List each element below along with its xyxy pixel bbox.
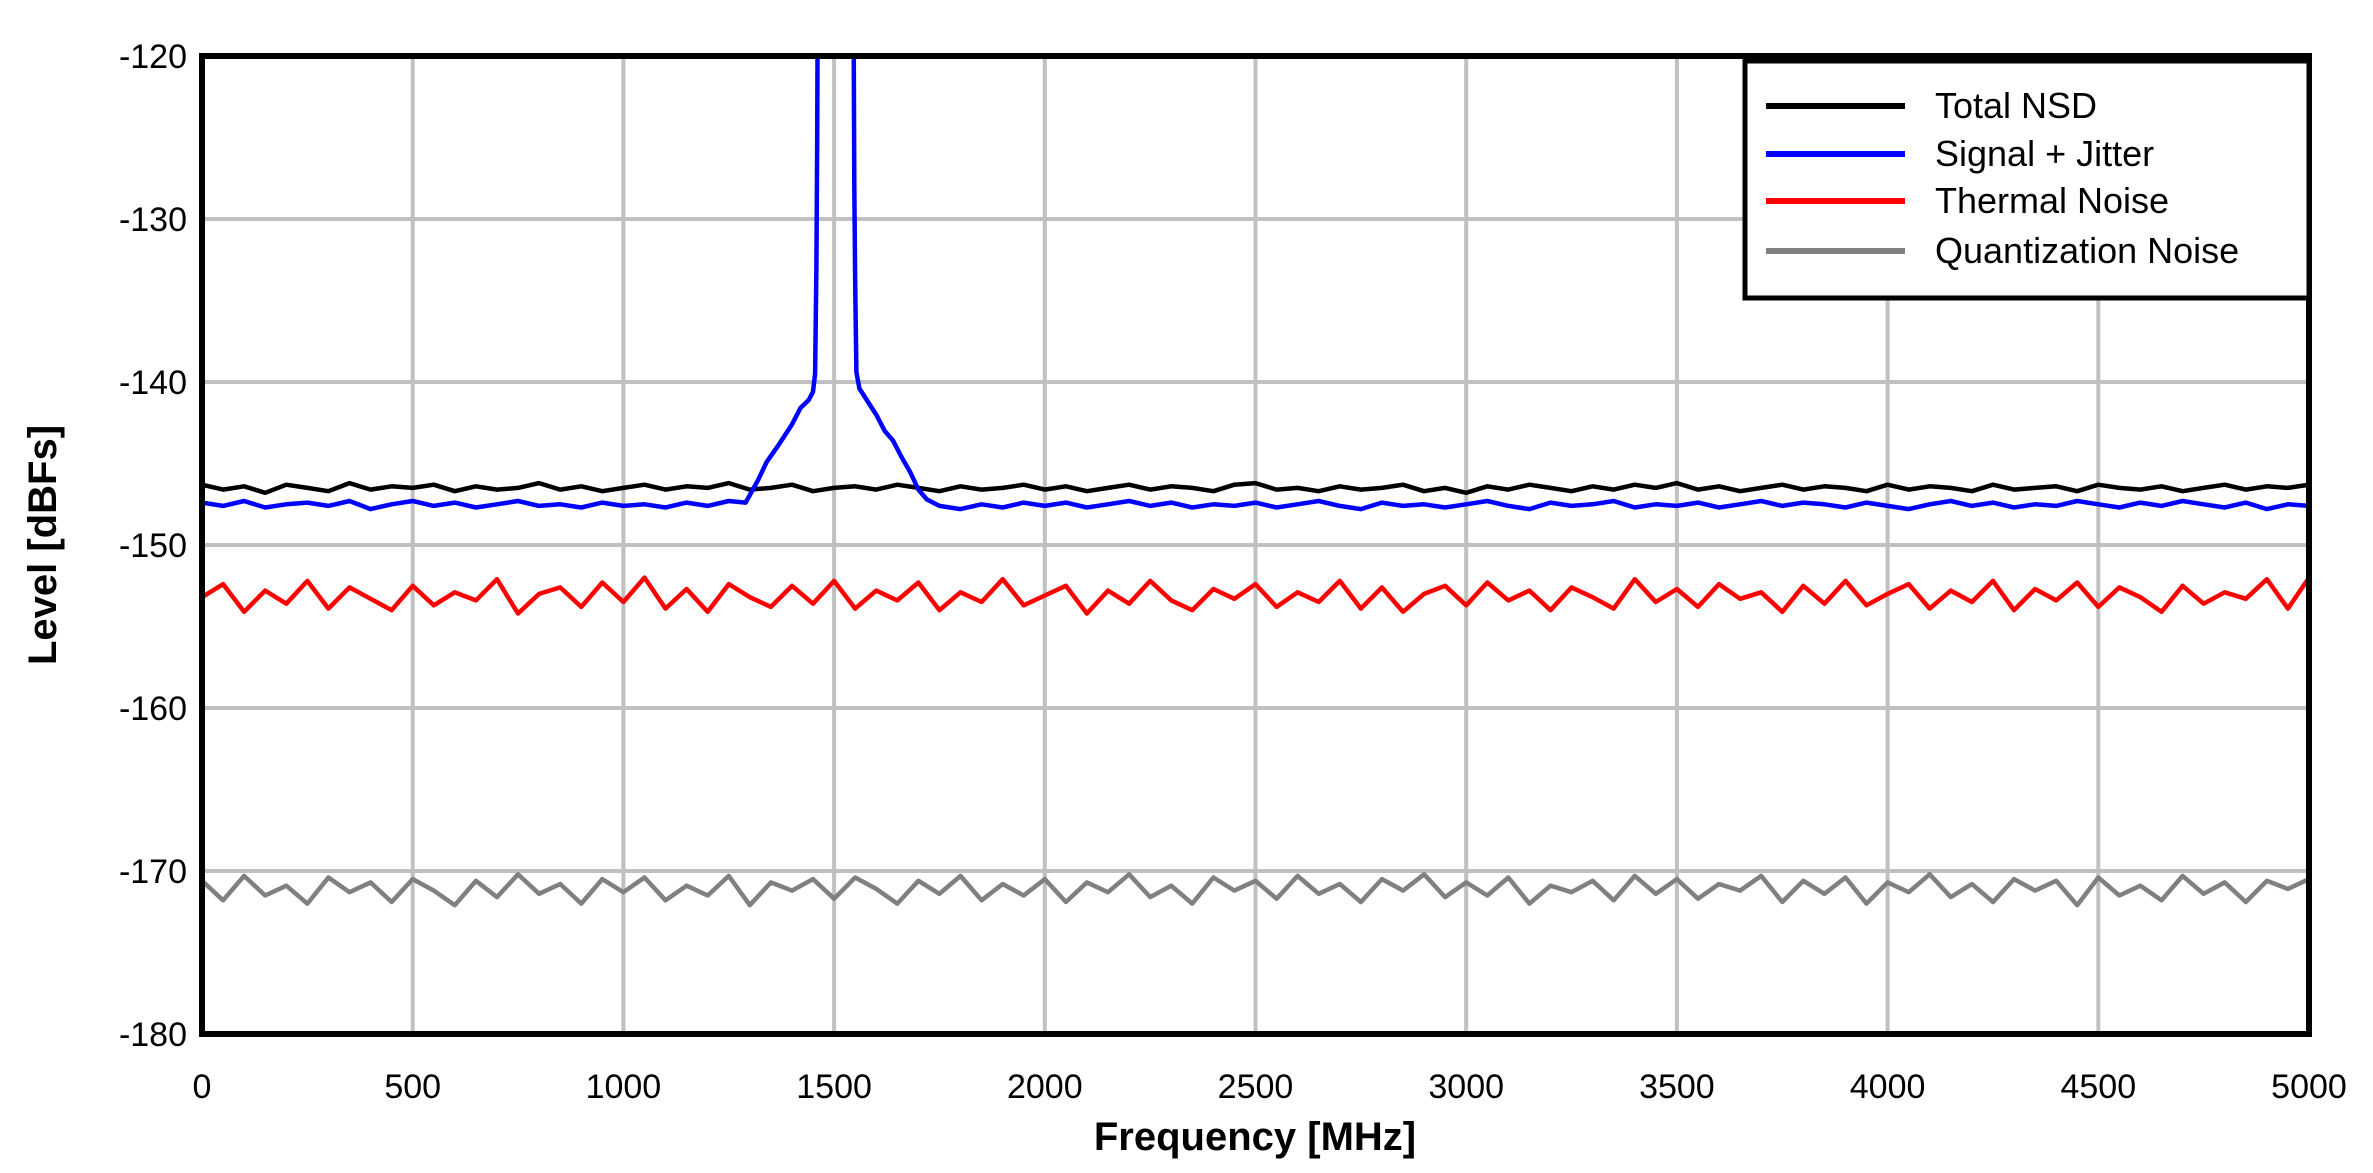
- x-tick-label: 3500: [1639, 1068, 1715, 1106]
- x-tick-label: 5000: [2271, 1068, 2347, 1106]
- x-tick-label: 2500: [1218, 1068, 1294, 1106]
- y-tick-label: -180: [119, 1016, 187, 1054]
- x-tick-labels: 0 500 1000 1500 2000 2500 3000 3500 4000 4500 5000: [193, 1068, 2347, 1106]
- series-line-total-nsd: [202, 480, 2309, 496]
- x-tick-label: 0: [193, 1068, 212, 1106]
- y-tick-labels: -120 -130 -140 -150 -160 -170 -180: [119, 38, 187, 1054]
- series-line-thermal-noise: [202, 575, 2309, 616]
- y-axis-label: Level [dBFs]: [21, 425, 65, 665]
- x-axis-label: Frequency [MHz]: [1094, 1115, 1416, 1159]
- y-tick-label: -120: [119, 38, 187, 76]
- y-tick-label: -170: [119, 853, 187, 891]
- legend-label-total-nsd: Total NSD: [1935, 85, 2097, 126]
- y-tick-label: -150: [119, 527, 187, 565]
- x-tick-label: 1000: [586, 1068, 662, 1106]
- y-tick-label: -160: [119, 690, 187, 728]
- x-tick-label: 1500: [796, 1068, 872, 1106]
- y-tick-label: -130: [119, 201, 187, 239]
- y-tick-label: -140: [119, 364, 187, 402]
- series-group: [202, 56, 2309, 908]
- legend-box: [1742, 58, 2312, 301]
- legend-label-signal-jitter: Signal + Jitter: [1935, 133, 2154, 174]
- legend-label-thermal-noise: Thermal Noise: [1935, 180, 2169, 221]
- plot-frame: [199, 53, 2312, 1037]
- series-line-signal-jitter: [202, 56, 2309, 512]
- x-tick-label: 4500: [2060, 1068, 2136, 1106]
- legend: Total NSD Signal + Jitter Thermal Noise Qua…: [1742, 58, 2312, 301]
- legend-label-quantization-noise: Quantization Noise: [1935, 230, 2239, 271]
- x-tick-label: 4000: [1850, 1068, 1926, 1106]
- x-tick-label: 2000: [1007, 1068, 1083, 1106]
- series-line-quantization-noise: [202, 872, 2309, 908]
- x-tick-label: 3000: [1428, 1068, 1504, 1106]
- x-tick-label: 500: [384, 1068, 441, 1106]
